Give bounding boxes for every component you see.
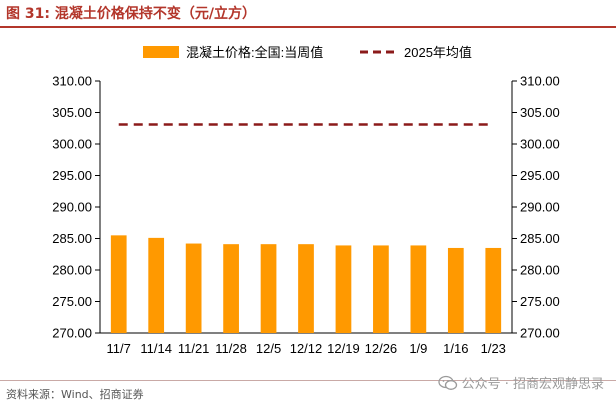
x-tick-label: 1/23 — [481, 341, 506, 356]
x-tick-label: 12/19 — [327, 341, 360, 356]
source-note: 资料来源：Wind、招商证券 — [6, 388, 144, 401]
y-tick-label-left: 285.00 — [52, 231, 92, 246]
x-ticks: 11/7 11/14 11/21 11/28 12/5 12/12 12/19 12/26 1/… — [107, 341, 506, 356]
x-tick-label: 1/16 — [443, 341, 468, 356]
bar-12/19 — [335, 245, 352, 333]
x-tick-label: 11/21 — [178, 341, 210, 356]
x-tick-label: 11/14 — [140, 341, 172, 356]
y-tick-label-left: 270.00 — [52, 326, 92, 341]
bar-11/7 — [110, 235, 127, 333]
y-tick-label-right: 305.00 — [520, 105, 560, 120]
y-tick-label-left: 300.00 — [52, 137, 92, 152]
bar-11/21 — [185, 243, 202, 333]
bar-11/14 — [148, 237, 165, 333]
watermark-text: 公众号 · 招商宏观静思录 — [461, 377, 604, 392]
bar-12/12 — [298, 244, 314, 333]
y-tick-label-left: 310.00 — [52, 74, 92, 89]
y-tick-label-right: 290.00 — [520, 200, 560, 215]
y-tick-label-right: 275.00 — [520, 294, 560, 309]
y-tick-label-right: 270.00 — [520, 326, 560, 341]
y-tick-label-left: 275.00 — [52, 294, 92, 309]
right-y-ticks: 270.00 275.00 280.00 285.00 290.00 295.00 300.… — [512, 74, 560, 341]
bar-12/5 — [260, 244, 277, 333]
y-tick-label-right: 310.00 — [520, 74, 560, 89]
figure-title: 图 31: 混凝土价格保持不变（元/立方） — [6, 6, 256, 22]
y-tick-label-left: 290.00 — [52, 200, 92, 215]
y-tick-label-left: 295.00 — [52, 168, 92, 183]
concrete-price-chart: 混凝土价格:全国:当周值 2025年均值 270.00275.00280.002… — [52, 45, 560, 356]
bar-11/28 — [223, 244, 239, 333]
legend-label-line: 2025年均值 — [404, 45, 472, 60]
wechat-icon — [437, 375, 457, 390]
x-tick-label: 1/9 — [409, 341, 427, 356]
bar-1/9 — [410, 245, 427, 333]
source-divider — [0, 380, 616, 381]
x-tick-label: 12/5 — [256, 341, 281, 356]
y-tick-label-right: 280.00 — [520, 263, 560, 278]
bar-1/23 — [485, 247, 502, 333]
legend-swatch-bar — [143, 46, 179, 58]
x-tick-label: 12/12 — [290, 341, 323, 356]
y-tick-label-left: 305.00 — [52, 105, 92, 120]
title-divider — [0, 26, 616, 28]
y-tick-label-right: 285.00 — [520, 231, 560, 246]
watermark: 公众号 · 招商宏观静思录 — [437, 373, 604, 392]
legend-label-bar: 混凝土价格:全国:当周值 — [186, 45, 323, 60]
y-tick-label-right: 300.00 — [520, 137, 560, 152]
bar-12/26 — [373, 245, 389, 333]
left-y-ticks: 270.00 275.00 280.00 285.00 290.00 295.00 300.… — [52, 74, 100, 341]
y-tick-label-left: 280.00 — [52, 263, 92, 278]
x-tick-label: 11/7 — [107, 341, 131, 356]
x-tick-label: 11/28 — [215, 341, 247, 356]
bar-1/16 — [447, 247, 464, 333]
chart-legend: 混凝土价格:全国:当周值 2025年均值 — [143, 45, 472, 60]
price-bars — [110, 235, 502, 333]
y-tick-label-right: 295.00 — [520, 168, 560, 183]
x-tick-label: 12/26 — [365, 341, 398, 356]
